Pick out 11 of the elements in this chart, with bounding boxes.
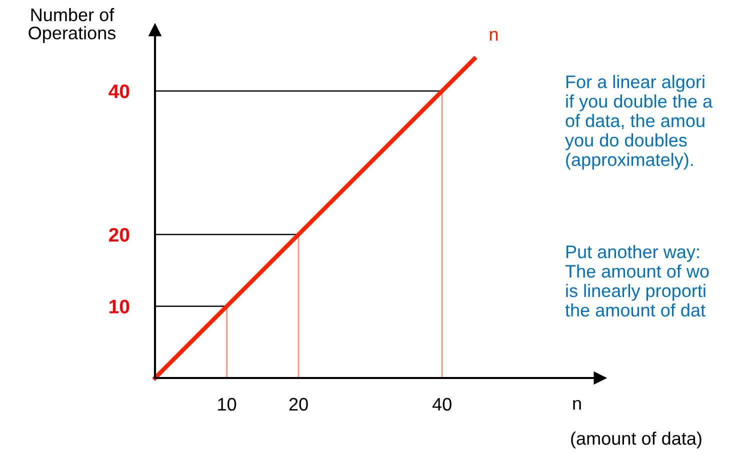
x-tick-label: 10: [218, 398, 236, 411]
y-tick-label: 20: [109, 228, 130, 242]
x-tick-label: 20: [289, 398, 308, 411]
annotation: Put another way: The amount of wo is linearly proporti the amount of dat: [565, 245, 709, 317]
series-label: n: [490, 30, 498, 41]
x-tick-label: 40: [432, 398, 452, 411]
y-axis-title: Number of Operations: [28, 8, 116, 43]
text: n (amount of data): [571, 400, 702, 448]
y-tick-label: 10: [110, 300, 130, 314]
y-tick-label: 40: [108, 84, 130, 98]
annotation: For a linear algori if you double the a of data, the amou you do doubles (approximately).: [565, 75, 713, 170]
